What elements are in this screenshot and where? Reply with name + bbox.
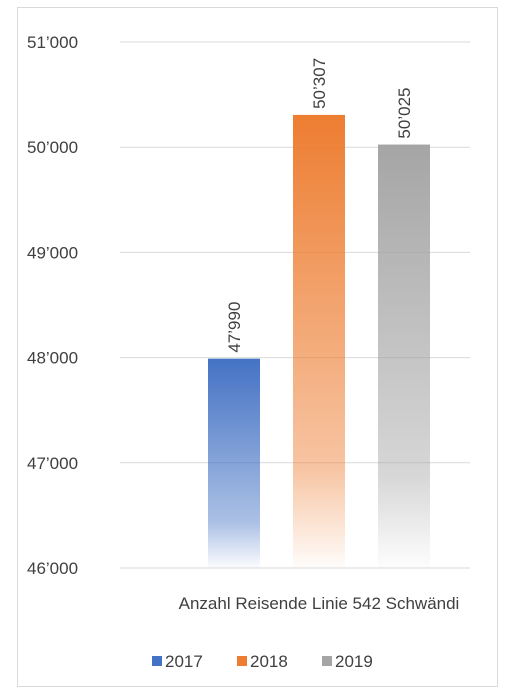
legend-item-2018: 2018: [237, 652, 288, 671]
data-label-2017: 47’990: [225, 302, 244, 353]
legend-item-2017: 2017: [152, 652, 203, 671]
y-tick-label: 46’000: [27, 559, 78, 578]
legend-label-2019: 2019: [335, 652, 373, 671]
legend-swatch-2019: [322, 656, 332, 666]
bars: [208, 114, 430, 569]
legend-item-2019: 2019: [322, 652, 373, 671]
data-labels: 47’990 50’307 50’025: [225, 58, 414, 353]
data-label-2019: 50’025: [395, 88, 414, 139]
category-labels: Anzahl Reisende Linie 542 Schwändi: [179, 594, 460, 613]
y-tick-label: 50’000: [27, 138, 78, 157]
bar-2017: [208, 358, 260, 568]
data-label-2018: 50’307: [310, 58, 329, 109]
bar-2018: [293, 114, 345, 569]
legend-swatch-2017: [152, 656, 162, 666]
bar-2019: [378, 144, 430, 568]
legend-swatch-2018: [237, 656, 247, 666]
y-tick-label: 49’000: [27, 243, 78, 262]
legend: 2017 2018 2019: [152, 652, 373, 671]
y-axis-tick-labels: 46’000 47’000 48’000 49’000 50’000 51’000: [27, 33, 78, 578]
category-label: Anzahl Reisende Linie 542 Schwändi: [179, 594, 460, 613]
legend-label-2017: 2017: [165, 652, 203, 671]
y-tick-label: 47’000: [27, 454, 78, 473]
legend-label-2018: 2018: [250, 652, 288, 671]
y-tick-label: 48’000: [27, 349, 78, 368]
y-tick-label: 51’000: [27, 33, 78, 52]
